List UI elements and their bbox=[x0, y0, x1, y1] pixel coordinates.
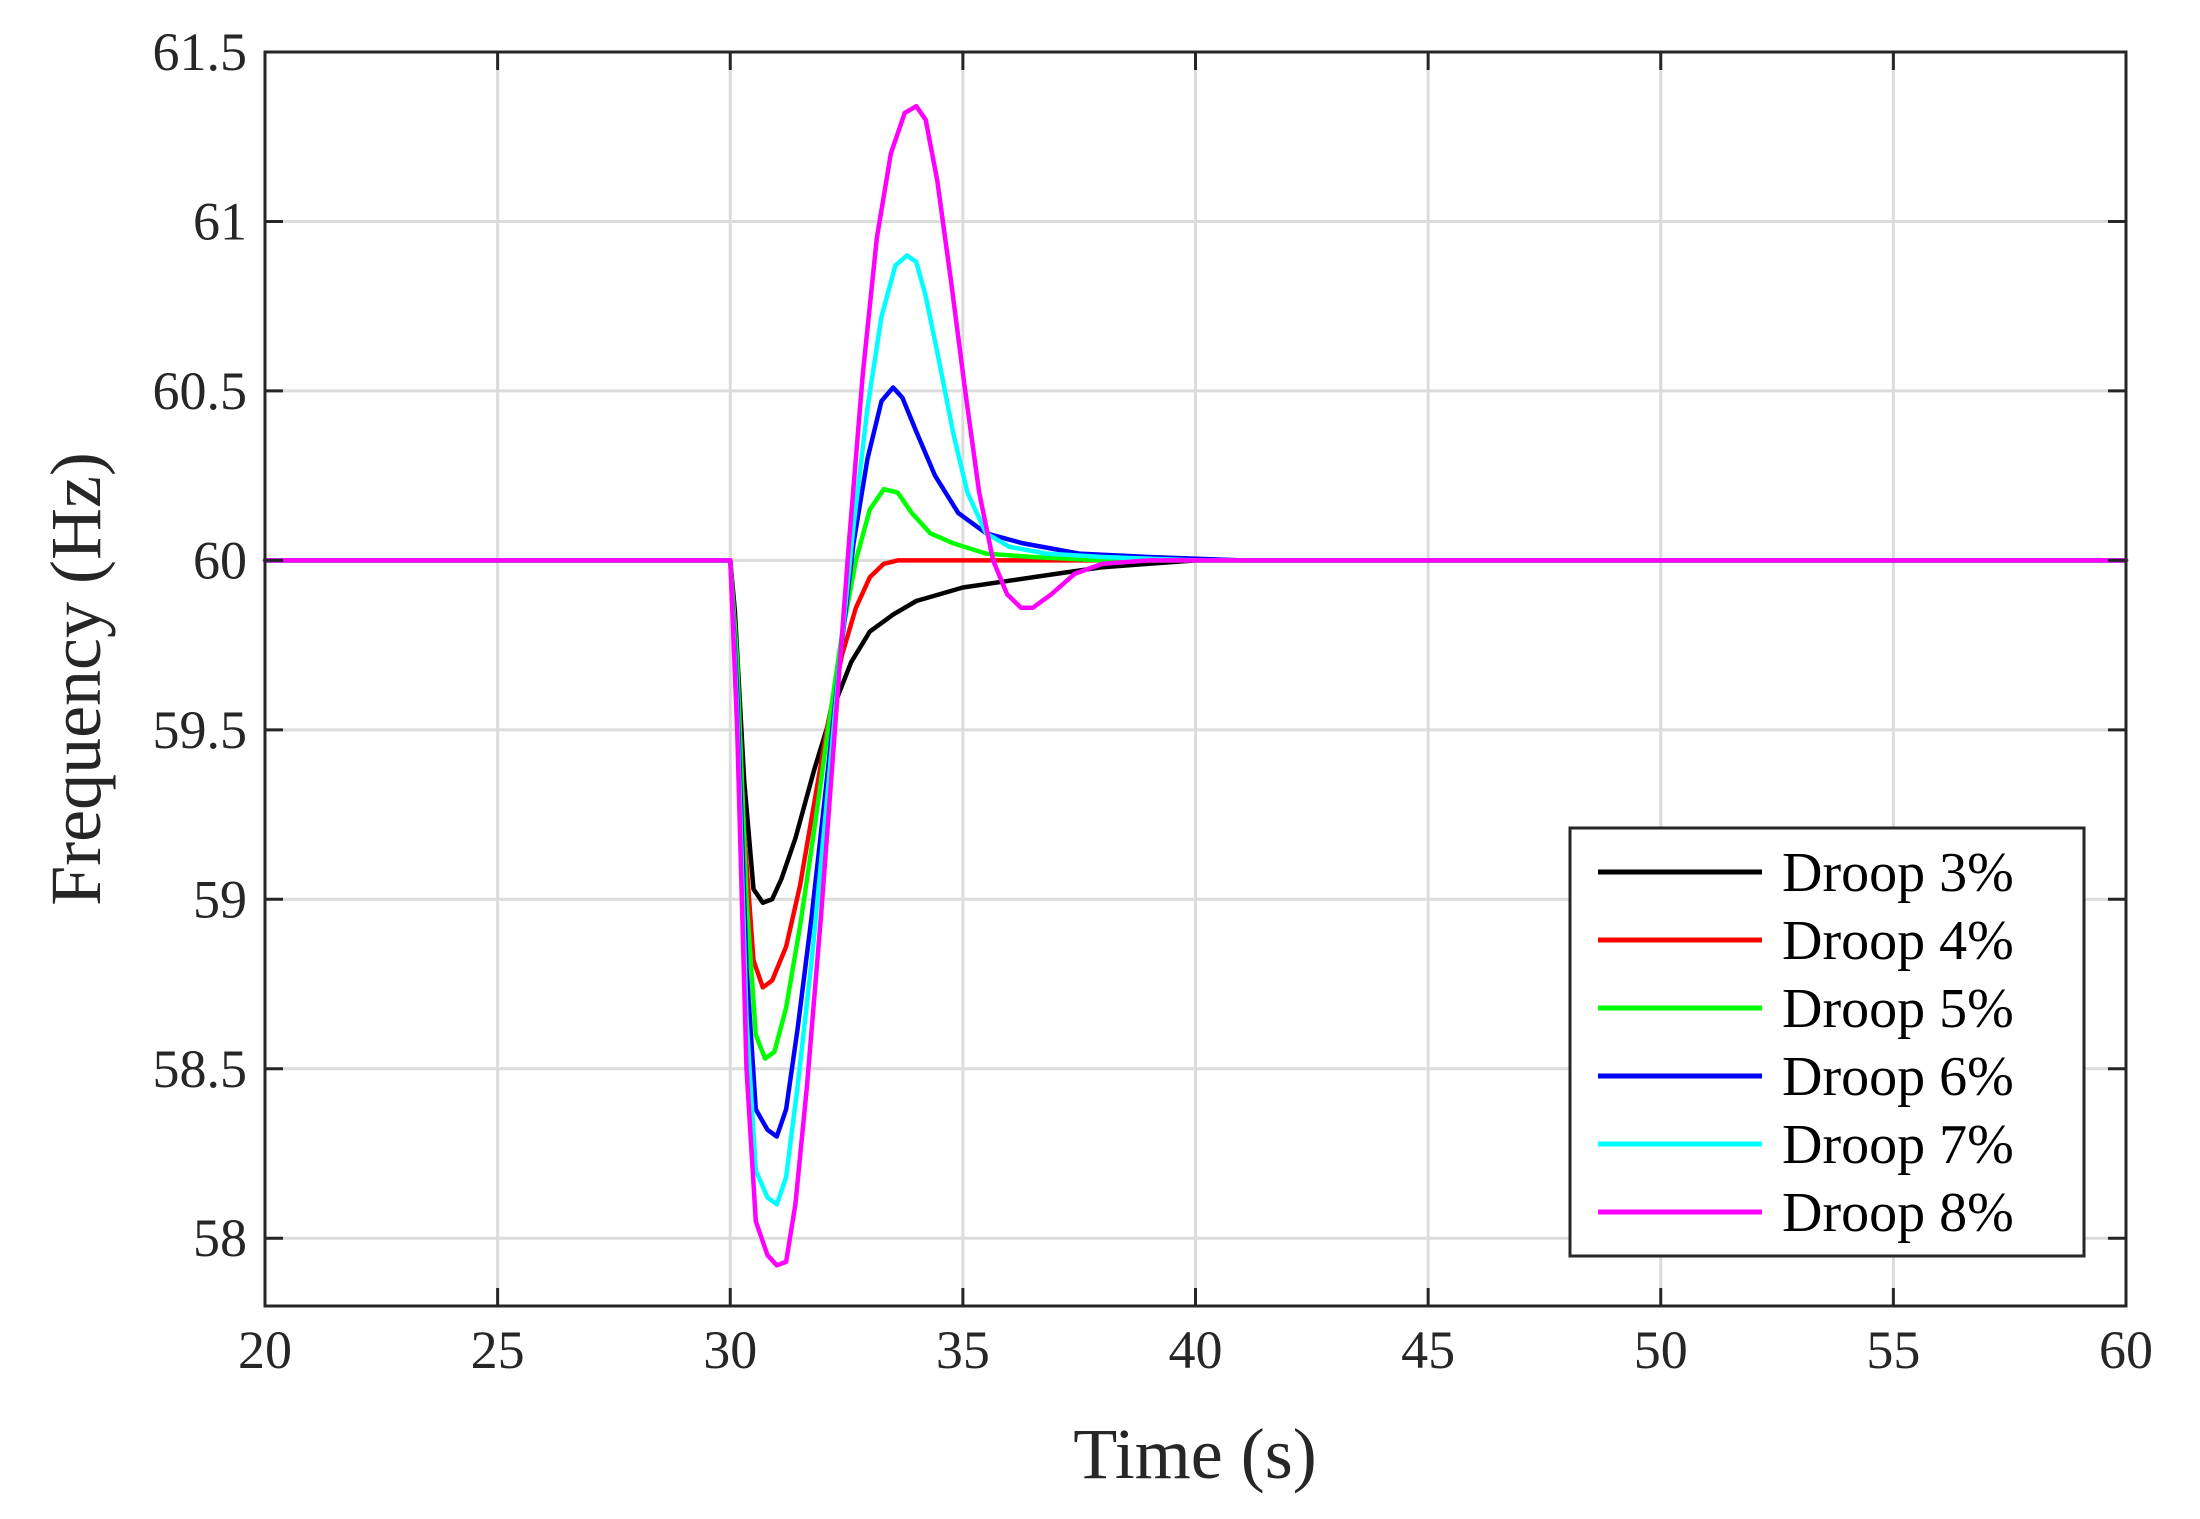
y-tick-label: 58 bbox=[193, 1208, 247, 1268]
x-tick-label: 40 bbox=[1169, 1320, 1223, 1380]
legend-label: Droop 3% bbox=[1782, 842, 2014, 904]
x-tick-label: 55 bbox=[1866, 1320, 1920, 1380]
legend-label: Droop 8% bbox=[1782, 1182, 2014, 1244]
legend-label: Droop 4% bbox=[1782, 910, 2014, 972]
series-line-4 bbox=[262, 385, 2129, 1139]
x-axis-label: Time (s) bbox=[1073, 1414, 1316, 1494]
y-tick-label: 60.5 bbox=[153, 361, 248, 421]
x-tick-label: 50 bbox=[1634, 1320, 1688, 1380]
legend-label: Droop 6% bbox=[1782, 1046, 2014, 1108]
legend: Droop 3%Droop 4%Droop 5%Droop 6%Droop 7%… bbox=[1568, 826, 2086, 1258]
x-tick-label: 20 bbox=[238, 1320, 292, 1380]
series-lines bbox=[262, 103, 2129, 1268]
y-tick-label: 61.5 bbox=[153, 22, 248, 82]
x-tick-label: 35 bbox=[936, 1320, 990, 1380]
y-tick-label: 58.5 bbox=[153, 1039, 248, 1099]
series-line-5 bbox=[262, 253, 2129, 1207]
y-tick-label: 59.5 bbox=[153, 700, 248, 760]
y-tick-label: 60 bbox=[193, 530, 247, 590]
y-tick-label: 59 bbox=[193, 869, 247, 929]
x-tick-label: 45 bbox=[1401, 1320, 1455, 1380]
legend-box bbox=[1568, 826, 2086, 1258]
x-tick-label: 30 bbox=[703, 1320, 757, 1380]
series-line-1 bbox=[262, 558, 2129, 905]
y-tick-label: 61 bbox=[193, 191, 247, 251]
y-axis-label: Frequency (Hz) bbox=[36, 452, 116, 906]
axis-ticks: 20 25 30 35 40 45 50 55 60 58 58.5 59 59.5 60 60.5 61 61… bbox=[153, 22, 2154, 1380]
x-tick-label: 25 bbox=[471, 1320, 525, 1380]
x-tick-label: 60 bbox=[2099, 1320, 2153, 1380]
legend-label: Droop 7% bbox=[1782, 1114, 2014, 1176]
legend-label: Droop 5% bbox=[1782, 978, 2014, 1040]
series-line-6 bbox=[262, 103, 2129, 1268]
